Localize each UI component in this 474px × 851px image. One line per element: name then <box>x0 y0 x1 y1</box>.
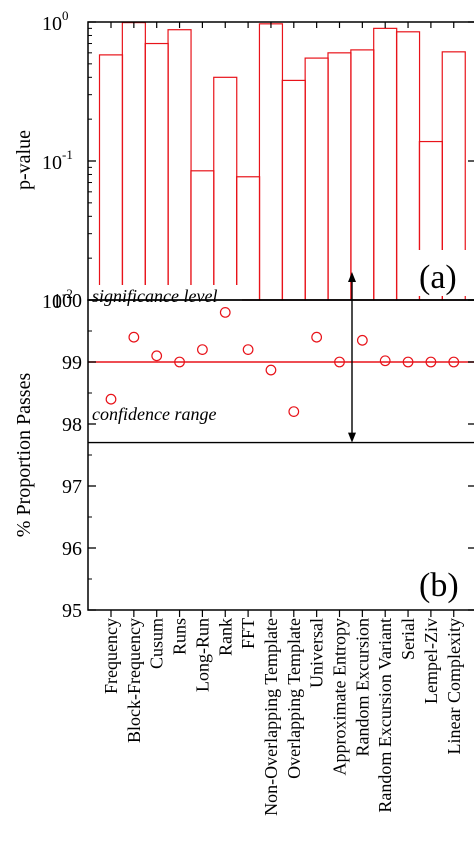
panel-b-label: (b) <box>419 567 459 604</box>
proportion-marker <box>196 344 208 356</box>
proportion-marker <box>425 356 437 368</box>
proportion-marker <box>311 331 323 343</box>
x-tick-label: Random Excursion <box>352 618 372 756</box>
y-tick-exponent: 0 <box>62 8 69 23</box>
arrowhead-up <box>348 272 356 282</box>
bar-pvalue <box>167 29 192 301</box>
x-tick-label: Approximate Entropy <box>330 618 350 775</box>
proportion-marker <box>379 355 391 367</box>
x-tick-label: Universal <box>307 618 327 688</box>
x-tick-label: Lempel-Ziv <box>421 618 441 704</box>
y-tick-label-b: 95 <box>62 600 82 622</box>
y-tick-label-b: 96 <box>62 538 82 560</box>
x-tick-label: Frequency <box>101 618 121 694</box>
proportion-marker <box>334 356 345 368</box>
arrowhead-down <box>348 432 356 443</box>
x-tick-label: Serial <box>398 618 418 660</box>
proportion-marker <box>402 356 414 368</box>
y-axis-label-a: p-value <box>13 130 35 190</box>
y-tick-label-b: 98 <box>62 414 82 436</box>
proportion-marker <box>128 331 140 343</box>
proportion-marker <box>242 344 254 356</box>
y-tick-exponent: -1 <box>62 147 73 162</box>
panel-b-label-bg <box>414 558 472 604</box>
bar-pvalue <box>281 79 306 301</box>
bar-pvalue <box>304 57 329 301</box>
bar-pvalue <box>144 42 169 301</box>
x-tick-label: Non-Overlapping Template <box>261 618 281 816</box>
y-axis-label-b: % Proportion Passes <box>13 373 35 538</box>
y-tick-exponent: -2 <box>62 286 73 301</box>
y-tick-label-a: 10-1 <box>42 147 73 174</box>
bar-pvalue <box>98 54 124 301</box>
proportion-marker <box>356 334 368 346</box>
bar-pvalue <box>327 52 352 301</box>
bar-pvalue <box>350 49 375 301</box>
y-tick-label-b: 100 <box>52 290 82 312</box>
panel-a-label-bg <box>414 250 472 296</box>
x-tick-label: Block-Frequency <box>124 618 144 743</box>
proportion-marker <box>151 350 163 362</box>
x-tick-label: Long-Run <box>192 618 212 692</box>
bar-pvalue <box>258 23 284 301</box>
bar-pvalue <box>373 27 398 301</box>
x-tick-label: Rank <box>215 618 235 656</box>
proportion-marker <box>174 356 185 368</box>
proportion-marker <box>105 393 117 405</box>
x-tick-label: FFT <box>238 618 258 649</box>
proportion-marker <box>219 307 231 318</box>
x-tick-label: Runs <box>170 618 190 655</box>
significance-label: significance level <box>92 286 217 306</box>
proportion-marker <box>265 364 277 376</box>
bar-pvalue <box>190 170 215 301</box>
x-tick-label: Overlapping Template <box>284 618 304 779</box>
confidence-range-label: confidence range <box>92 404 216 424</box>
y-tick-label-b: 99 <box>62 352 82 374</box>
bar-pvalue <box>213 76 238 301</box>
panel-a-label: (a) <box>419 259 457 296</box>
proportion-marker <box>288 406 300 418</box>
bar-pvalue <box>236 176 261 301</box>
x-tick-label: Cusum <box>147 618 167 669</box>
x-tick-label: Linear Complexity <box>444 618 464 754</box>
y-tick-label-a: 100 <box>42 8 69 35</box>
x-tick-label: Random Excursion Variant <box>375 618 395 813</box>
y-tick-label-b: 97 <box>62 476 82 498</box>
proportion-marker <box>448 356 460 368</box>
bar-pvalue <box>121 22 146 301</box>
